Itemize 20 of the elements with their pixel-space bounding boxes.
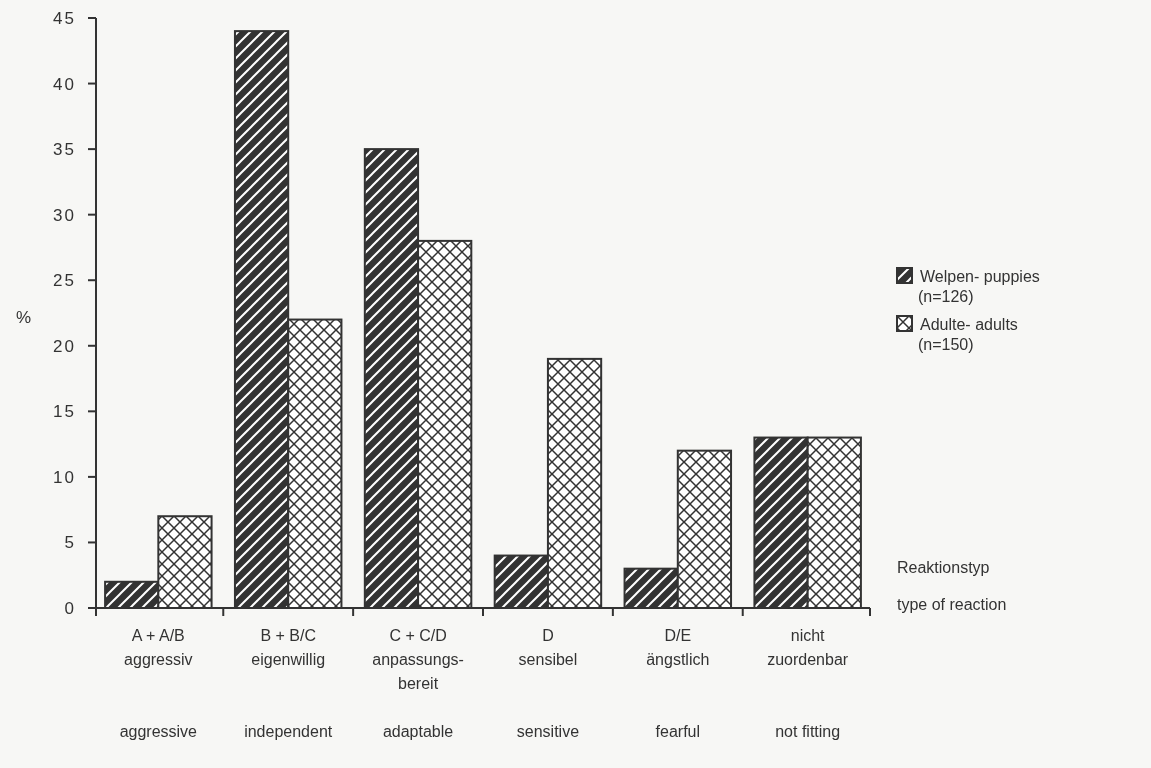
- category-label: D sensibel sensitive: [516, 627, 580, 740]
- y-tick-label: 20: [53, 336, 76, 356]
- y-axis-title: %: [16, 308, 32, 327]
- category-label: A + A/B aggressiv aggressive: [119, 627, 198, 740]
- category-label: B + B/C eigenwillig independent: [244, 627, 333, 740]
- category-label: nicht zuordenbar not fitting: [767, 627, 849, 740]
- y-tick-label: 0: [64, 598, 76, 618]
- legend-label: Welpen- puppies (n=126): [918, 268, 1040, 305]
- y-tick-label: 15: [53, 402, 76, 422]
- legend-label: Adulte- adults (n=150): [918, 316, 1018, 353]
- text: Reaktionstyp type of reaction: [897, 559, 1007, 613]
- y-tick-label: 25: [53, 271, 76, 291]
- category-label: D/E ängstlich fearful: [646, 627, 710, 740]
- y-tick-label: 30: [53, 205, 76, 225]
- y-tick-label: 10: [53, 467, 76, 487]
- y-tick-label: 35: [53, 140, 76, 160]
- y-tick-label: 5: [64, 533, 76, 553]
- y-tick-label: 40: [53, 74, 76, 94]
- y-tick-label: 45: [53, 8, 76, 28]
- category-label: C + C/D anpassungs- bereit adaptable: [372, 627, 464, 740]
